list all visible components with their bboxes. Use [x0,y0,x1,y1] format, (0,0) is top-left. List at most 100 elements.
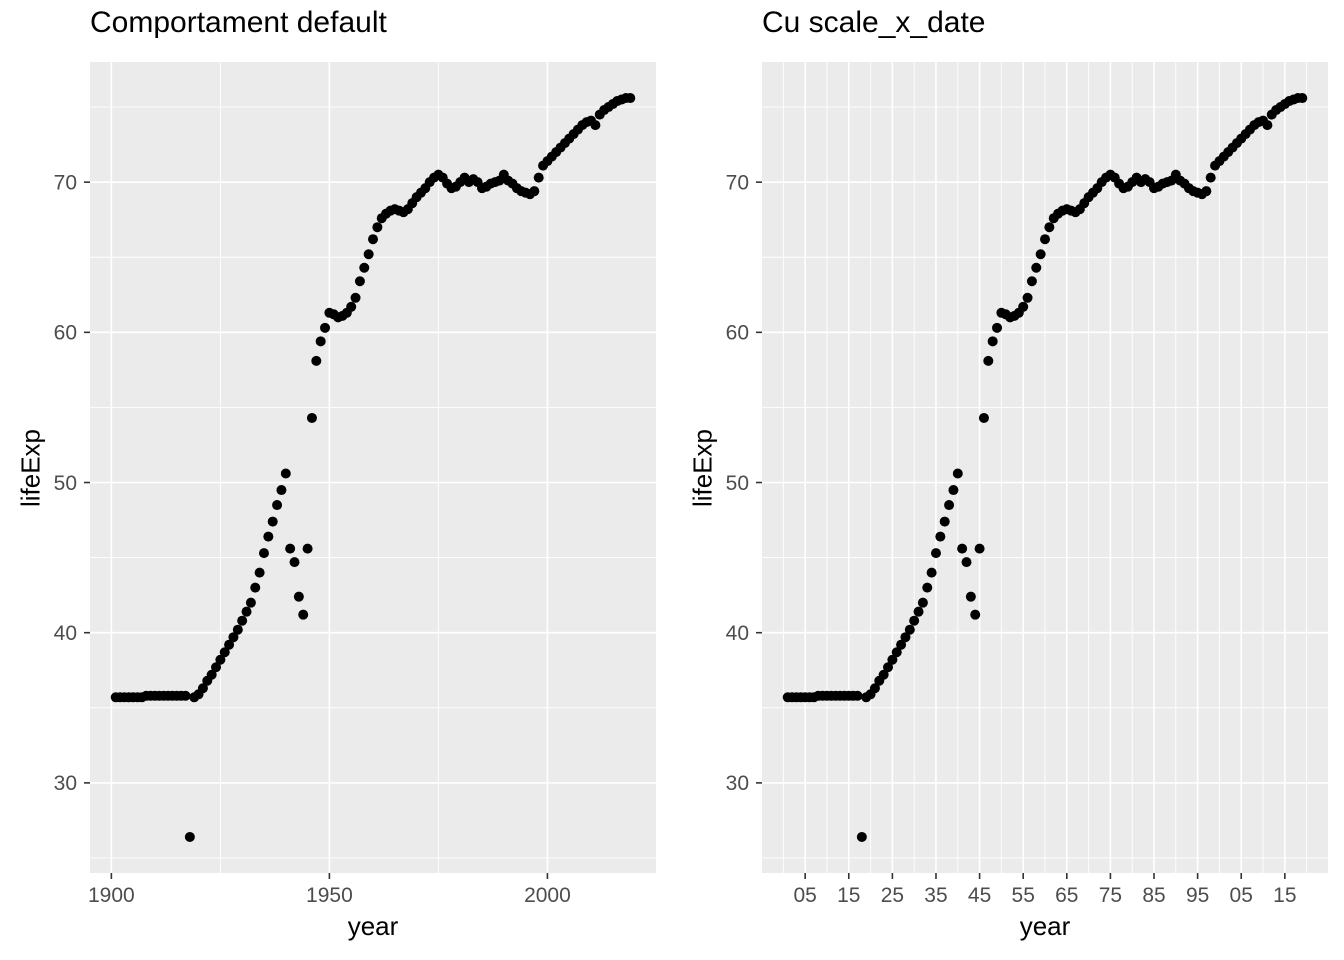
data-point [1262,120,1273,131]
x-axis-title: year [1019,911,1071,941]
data-point [926,567,937,578]
data-point [1201,186,1212,197]
points-group [110,93,636,842]
data-point [939,516,950,527]
data-point [306,412,317,423]
data-point [887,654,898,665]
data-point [232,624,243,635]
y-tick-label: 40 [54,622,77,645]
y-tick-label: 50 [54,472,77,495]
data-point [241,606,252,617]
data-point [978,412,989,423]
data-point [228,632,239,643]
data-point [944,500,955,511]
plot-title: Comportament default [90,6,387,39]
data-point [237,615,248,626]
data-point [258,548,269,559]
data-point [625,93,636,104]
plot-title: Cu scale_x_date [762,6,986,39]
data-point [211,662,222,673]
x-tick-label: 2000 [524,884,571,907]
x-tick-label: 45 [968,884,991,907]
x-tick-label: 15 [1273,884,1296,907]
data-point [987,336,998,347]
data-point [856,831,867,842]
data-point [965,591,976,602]
data-point [961,557,972,568]
plot-panel-default: Comportament default 1900 1950 2000 30 40 50 6… [16,6,656,941]
data-point [293,591,304,602]
data-point [878,669,889,680]
y-axis-title: lifeExp [687,428,718,508]
data-point [219,647,230,658]
data-point [215,654,226,665]
y-tick-label: 60 [54,322,77,345]
y-tick-label: 30 [54,772,77,795]
data-point [891,647,902,658]
x-tick-label: 15 [837,884,860,907]
data-point [930,548,941,559]
data-point [346,301,357,312]
data-point [883,662,894,673]
data-point [1026,276,1037,287]
data-point [224,639,235,650]
x-tick-label: 35 [924,884,947,907]
data-point [354,276,365,287]
data-point [363,249,374,260]
data-point [1040,234,1050,245]
y-tick-label: 40 [726,622,749,645]
data-point [917,597,928,608]
data-point [272,500,283,511]
scatter-chart-date-scale: 05 15 25 35 45 55 65 75 85 95 05 15 30 40 50 60 70 [726,62,1328,907]
data-point [254,567,265,578]
data-point [311,355,322,366]
plot-panel-scale-x-date: Cu scale_x_date 05 15 25 35 45 55 65 75 85 95 05 15… [672,0,1344,960]
data-point [280,468,291,479]
x-tick-label: 1950 [306,884,353,907]
data-point [302,543,313,554]
data-point [368,234,378,245]
data-point [250,582,261,593]
data-point [263,531,274,542]
data-point [298,609,309,620]
scatter-chart-default: 1900 1950 2000 30 40 50 60 70 [54,62,656,907]
data-point [970,609,981,620]
grid-group [90,62,656,873]
data-point [529,186,540,197]
x-tick-label: 85 [1142,884,1165,907]
data-point [948,485,959,496]
y-tick-label: 50 [726,472,749,495]
data-point [590,120,601,131]
y-tick-label: 30 [726,772,749,795]
data-point [289,557,300,568]
x-tick-label: 05 [793,884,816,907]
x-axis-title: year [347,911,399,941]
x-tick-label: 25 [881,884,904,907]
x-tick-label: 95 [1186,884,1209,907]
x-tick-label: 75 [1099,884,1122,907]
x-tick-label: 55 [1012,884,1035,907]
grid-group [762,62,1328,873]
data-point [359,262,370,273]
points-group [782,93,1308,842]
data-point [180,690,191,701]
data-point [1044,222,1055,233]
data-point [896,639,907,650]
data-point [285,543,296,554]
data-point [1031,262,1042,273]
data-point [533,172,544,183]
data-point [350,292,361,303]
data-point [372,222,383,233]
data-point [1205,172,1216,183]
data-point [1035,249,1046,260]
data-point [1018,301,1029,312]
data-point [922,582,933,593]
data-point [957,543,968,554]
data-point [245,597,256,608]
panel-background [90,62,656,873]
data-point [320,322,331,333]
x-tick-label: 65 [1055,884,1078,907]
data-point [197,683,208,694]
x-tick-label: 1900 [88,884,135,907]
data-point [909,615,920,626]
